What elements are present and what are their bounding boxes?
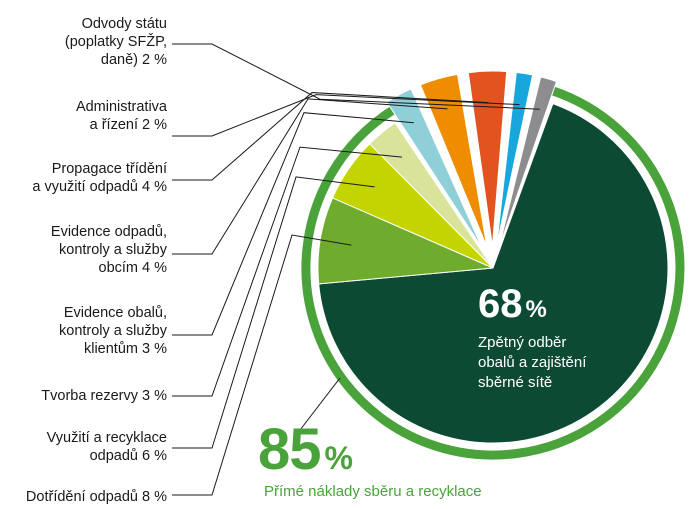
leader-line bbox=[172, 92, 489, 181]
group-percentage-value: 85 bbox=[258, 417, 322, 482]
pie-slice-7 bbox=[496, 71, 534, 247]
main-slice-caption-line: sběrné sítě bbox=[478, 374, 553, 391]
pie-slice-0 bbox=[318, 102, 669, 444]
label-administrativa: Administrativa a řízení 2 % bbox=[76, 98, 167, 134]
leader-line bbox=[172, 98, 448, 255]
label-line: klientům 3 % bbox=[83, 341, 167, 357]
label-line: kontroly a služby bbox=[59, 242, 167, 258]
label-line: Evidence odpadů, bbox=[50, 224, 167, 240]
leader-line bbox=[172, 146, 402, 397]
label-line: obcím 4 % bbox=[98, 260, 168, 276]
label-evidence-odpadu: Evidence odpadů, kontroly a služby obcím… bbox=[51, 223, 167, 277]
label-tvorba-rezervy: Tvorba rezervy 3 % bbox=[41, 387, 167, 405]
label-line: kontroly a služby bbox=[59, 323, 167, 339]
main-slice-caption: Zpětný odběr obalů a zajištění sběrné sí… bbox=[478, 333, 586, 393]
label-line: Administrativa bbox=[75, 99, 167, 115]
leader-line bbox=[172, 234, 352, 496]
label-line: Využití a recyklace bbox=[46, 430, 167, 446]
leader-line bbox=[172, 43, 540, 110]
leader-line bbox=[172, 94, 520, 137]
label-line: (poplatky SFŽP, bbox=[64, 34, 167, 50]
group-caption: Přímé náklady sběru a recyklace bbox=[264, 483, 482, 500]
main-slice-caption-line: Zpětný odběr bbox=[478, 334, 567, 351]
label-line: Tvorba rezervy 3 % bbox=[41, 388, 167, 404]
label-line: a řízení 2 % bbox=[89, 117, 167, 133]
label-evidence-obalu: Evidence obalů, kontroly a služby klient… bbox=[59, 304, 167, 358]
label-line: Odvody státu bbox=[81, 16, 167, 32]
group-leader-line bbox=[299, 377, 341, 431]
label-line: Evidence obalů, bbox=[63, 305, 167, 321]
label-vyuziti-recyklace: Využití a recyklace odpadů 6 % bbox=[47, 429, 167, 465]
group-percentage-unit: % bbox=[324, 440, 353, 476]
label-line: a využití odpadů 4 % bbox=[32, 179, 167, 195]
label-line: Dotřídění odpadů 8 % bbox=[25, 489, 167, 505]
label-dotrideni: Dotřídění odpadů 8 % bbox=[26, 488, 167, 506]
slice-layer bbox=[317, 70, 669, 444]
label-propagace: Propagace třídění a využití odpadů 4 % bbox=[32, 160, 167, 196]
group-percentage: 85% bbox=[258, 416, 353, 483]
pie-slice-3 bbox=[368, 122, 494, 269]
label-line: Propagace třídění bbox=[51, 161, 167, 177]
pie-slice-5 bbox=[419, 73, 488, 248]
main-slice-caption-line: obalů a zajištění bbox=[478, 354, 587, 371]
label-line: odpadů 6 % bbox=[89, 448, 167, 464]
leader-line bbox=[172, 112, 414, 336]
main-slice-percentage: 68% bbox=[478, 282, 547, 327]
pie-slice-8 bbox=[498, 76, 558, 248]
group-ring bbox=[301, 85, 685, 460]
label-line: daně) 2 % bbox=[100, 52, 167, 68]
label-odvody-statu: Odvody státu (poplatky SFŽP, daně) 2 % bbox=[65, 15, 167, 69]
main-slice-value: 68 bbox=[478, 282, 523, 326]
leader-line bbox=[172, 176, 375, 449]
ring-layer bbox=[301, 85, 685, 460]
pie-slice-6 bbox=[467, 70, 508, 247]
main-slice-unit: % bbox=[525, 296, 547, 323]
leader-layer bbox=[172, 43, 540, 496]
